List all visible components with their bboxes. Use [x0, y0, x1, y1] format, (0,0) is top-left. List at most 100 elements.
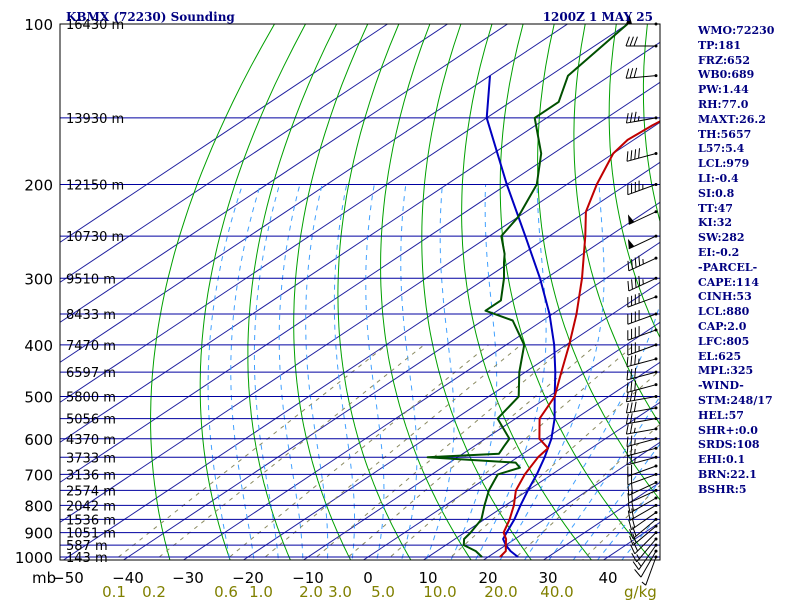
mixing-ratio-unit: g/kg [624, 583, 657, 600]
index-item: WB0:689 [698, 68, 755, 82]
dry-adiabat [247, 24, 338, 560]
index-item: MPL:325 [698, 364, 754, 378]
dry-adiabat [380, 24, 472, 560]
index-item: LI:-0.4 [698, 171, 739, 185]
moist-adiabat [400, 184, 418, 560]
wind-barb [625, 390, 658, 403]
pressure-unit: mb [32, 569, 56, 587]
index-item: TT:47 [698, 201, 733, 215]
height-label: 16430 m [66, 18, 124, 33]
isotherm [60, 24, 569, 363]
moist-adiabat [474, 184, 547, 560]
moist-adiabat [365, 184, 385, 560]
moist-adiabat [523, 302, 660, 560]
height-label: 7470 m [66, 339, 116, 354]
wind-barb [626, 444, 658, 457]
wind-barb [627, 472, 658, 486]
index-item: BSHR:5 [698, 482, 747, 496]
temperature-tick-label: 20 [478, 569, 497, 587]
wind-barb [625, 111, 658, 124]
wind-barb [627, 255, 658, 272]
index-item: LCL:880 [698, 305, 750, 319]
wind-barb [626, 435, 658, 448]
moist-adiabat [253, 184, 280, 560]
temperature-tick-label: −50 [52, 569, 84, 587]
pressure-label: 100 [24, 16, 53, 34]
pressure-label: 800 [24, 497, 53, 515]
isotherm [482, 441, 660, 560]
mixing-ratio-line [225, 344, 489, 560]
pressure-label: 400 [24, 337, 53, 355]
isotherm [60, 81, 660, 483]
index-item: LCL:979 [698, 157, 750, 171]
index-item: TH:5657 [698, 127, 752, 141]
height-label: 587 m [66, 539, 108, 554]
moist-adiabat [305, 184, 329, 560]
index-item: EL:625 [698, 349, 742, 363]
index-item: SHR+:0.0 [698, 423, 758, 437]
height-label: 10730 m [66, 230, 124, 245]
temperature-tick-label: 40 [598, 569, 617, 587]
mixing-ratio-label: 10.0 [423, 583, 456, 600]
index-item: HEL:57 [698, 408, 744, 422]
wind-barb [627, 292, 658, 308]
mixing-ratio-line [512, 423, 660, 560]
dry-adiabat [461, 24, 593, 560]
height-label: 1536 m [66, 513, 116, 528]
wind-barb [626, 148, 658, 162]
pressure-label: 600 [24, 431, 53, 449]
wind-barb [627, 342, 658, 356]
mixing-ratio-line [344, 344, 597, 560]
isotherm [362, 361, 660, 560]
mixing-ratio-line [113, 344, 388, 560]
mixing-ratio-label: 40.0 [540, 583, 573, 600]
mixing-ratio-label: 20.0 [484, 583, 517, 600]
wind-barbs [625, 14, 658, 586]
index-item: TP:181 [698, 38, 742, 52]
index-item: FRZ:652 [698, 53, 751, 67]
moist-adiabat [333, 184, 355, 560]
chart-title-right: 1200Z 1 MAY 25 [543, 10, 653, 24]
moist-adiabat [621, 512, 660, 560]
moist-adiabat [278, 184, 304, 560]
mixing-ratio-line [447, 369, 660, 560]
chart-title-left: KBMX (72230) Sounding [66, 10, 235, 24]
wind-barb [625, 413, 658, 425]
wind-barb [627, 234, 658, 250]
temperature-tick-label: −40 [112, 569, 144, 587]
moist-adiabat [572, 443, 660, 560]
isotherm [182, 241, 660, 560]
dry-adiabat [421, 24, 532, 560]
pressure-label: 700 [24, 466, 53, 484]
wind-barb [632, 543, 658, 570]
wind-barb [625, 401, 658, 414]
height-label: 1051 m [66, 527, 116, 542]
pressure-label: 200 [24, 176, 53, 194]
moist-adiabats [207, 184, 660, 560]
wind-barb [626, 367, 658, 381]
mixing-ratio-lines [113, 344, 660, 560]
height-label: 143 m [66, 551, 108, 566]
wind-barb [627, 503, 658, 521]
plot-frame [59, 23, 661, 561]
wind-barb [625, 36, 658, 48]
wind-barb [627, 210, 658, 225]
index-item: CAP:2.0 [698, 319, 747, 333]
wind-barb [627, 310, 658, 325]
wind-barb [630, 531, 658, 555]
mixing-ratio-label: 1.0 [249, 583, 273, 600]
isotherm [60, 121, 660, 523]
pressure-label: 900 [24, 525, 53, 543]
moist-adiabat [499, 184, 605, 560]
moist-adiabat [425, 184, 455, 560]
dry-adiabat [608, 24, 660, 339]
height-label: 6597 m [66, 366, 116, 381]
index-item: RH:77.0 [698, 97, 749, 111]
index-item: LFC:805 [698, 334, 750, 348]
wind-barb [627, 326, 658, 341]
wind-barb [627, 275, 658, 292]
wind-barb [625, 67, 658, 79]
index-item: -WIND- [698, 379, 744, 393]
